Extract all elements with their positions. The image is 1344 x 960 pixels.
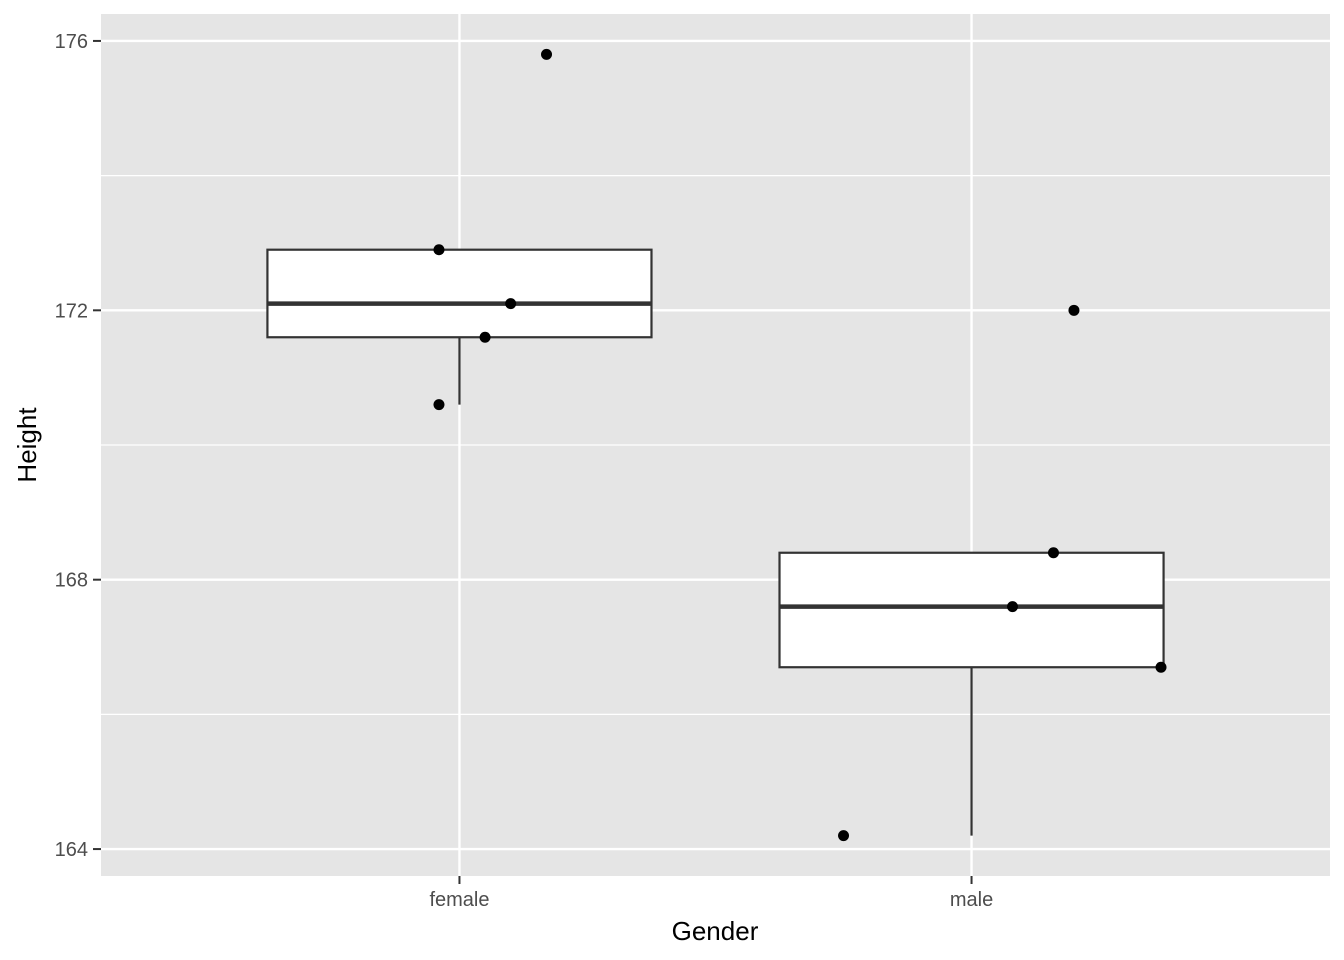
data-point — [1007, 601, 1019, 613]
y-tick-label: 172 — [55, 300, 88, 322]
y-axis-title: Height — [12, 407, 42, 483]
data-point — [433, 244, 445, 256]
point-layer — [433, 48, 1167, 842]
data-point — [433, 399, 445, 411]
y-tick-label: 176 — [55, 31, 88, 53]
data-point — [1155, 661, 1167, 673]
box — [778, 551, 1165, 669]
data-point — [1047, 547, 1059, 559]
data-point — [1068, 304, 1080, 316]
data-point — [505, 298, 517, 310]
data-point — [479, 331, 491, 343]
y-axis: 164 168 172 176 — [55, 31, 101, 861]
y-tick-label: 168 — [55, 570, 88, 592]
minor-gridlines — [101, 175, 1330, 715]
y-tick-label: 164 — [55, 839, 88, 861]
x-tick-label: female — [429, 889, 489, 911]
box — [266, 248, 653, 339]
x-axis: female male — [429, 876, 993, 911]
data-point — [541, 48, 553, 60]
box-layer — [266, 248, 1165, 836]
x-tick-label: male — [950, 889, 993, 911]
data-point — [838, 830, 850, 842]
x-axis-title: Gender — [672, 916, 759, 946]
